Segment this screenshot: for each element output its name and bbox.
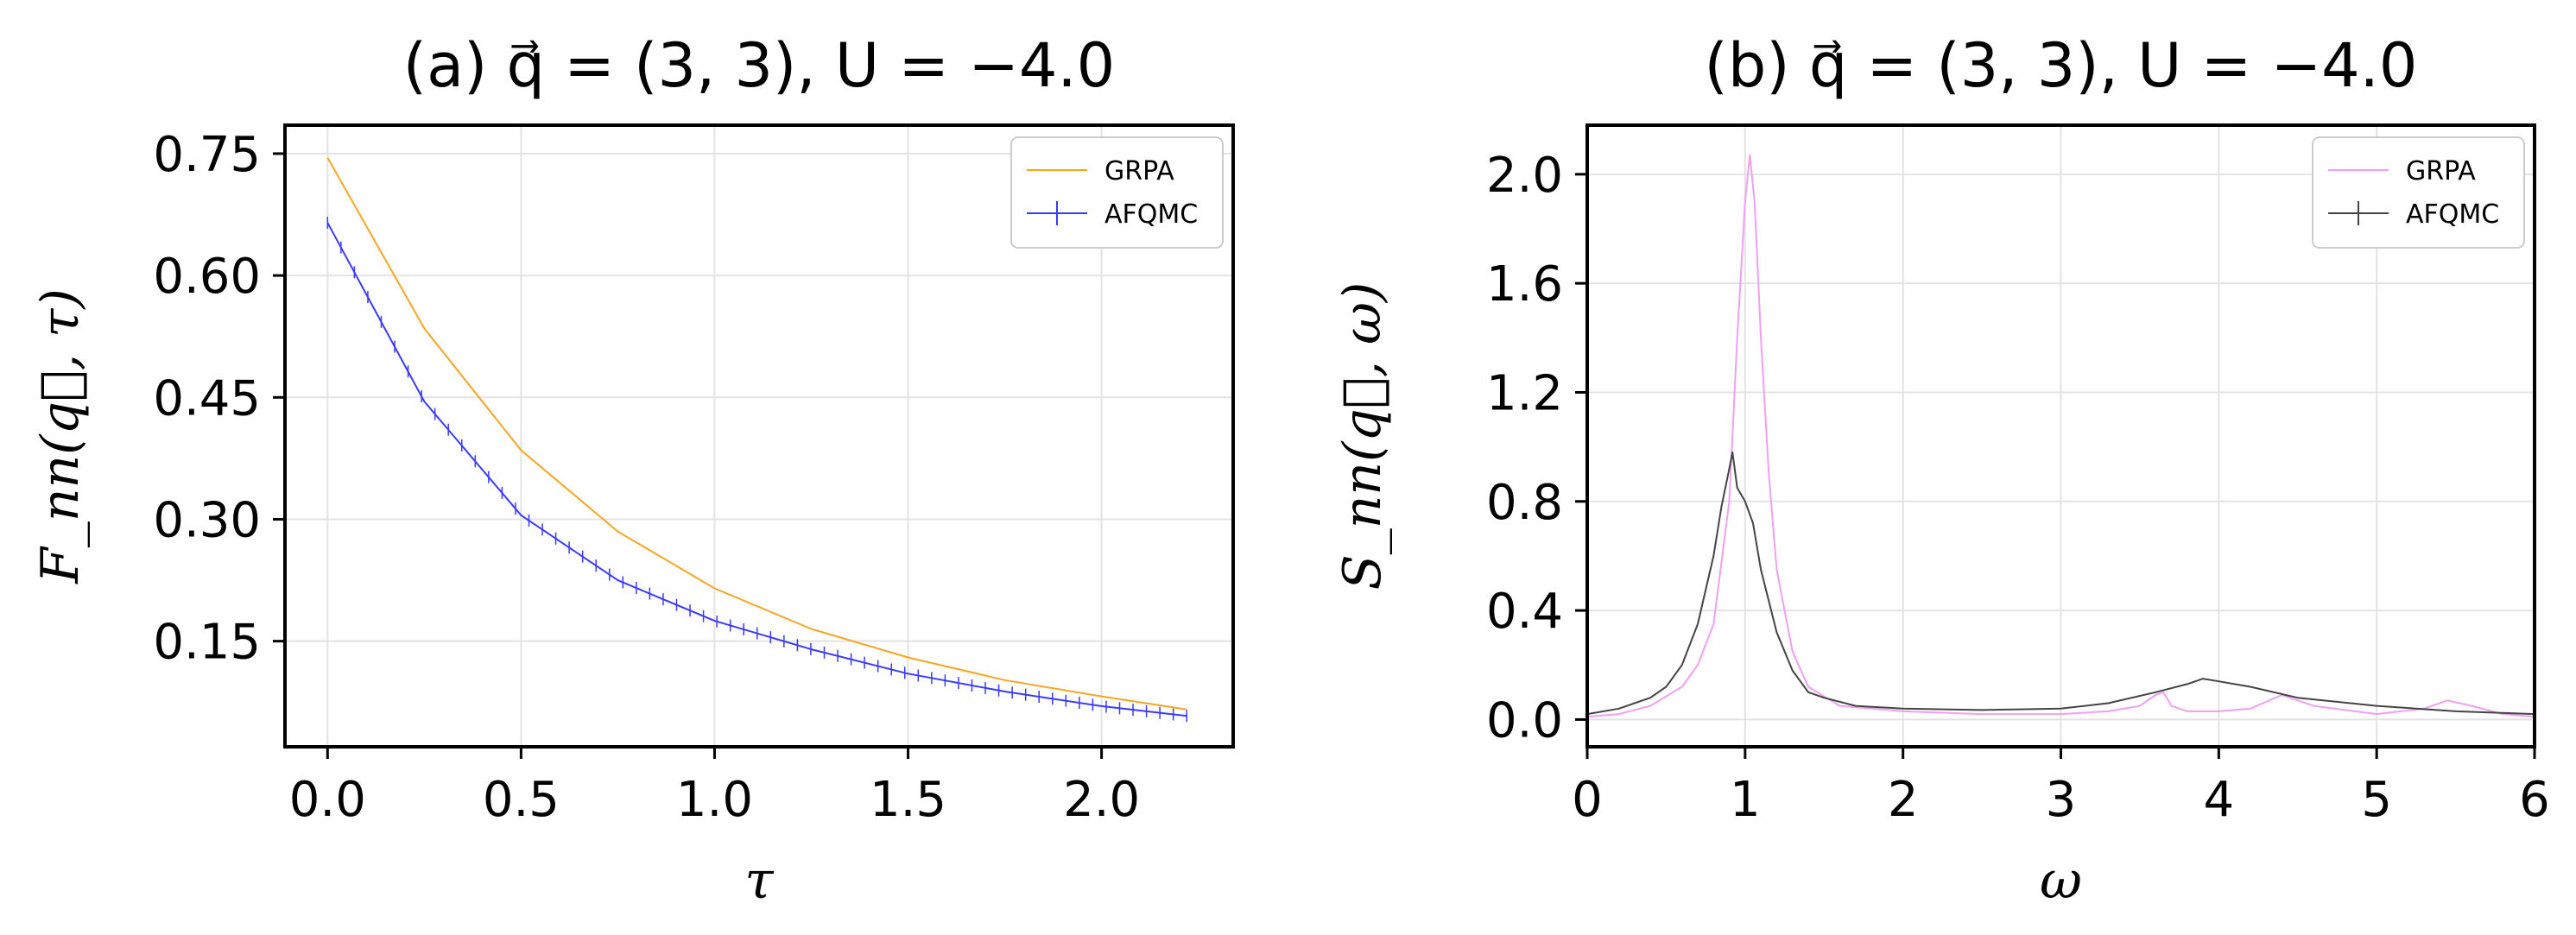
x-tick-label: 1.0	[676, 772, 753, 828]
legend-label: GRPA	[2406, 156, 2476, 186]
legend-box	[2312, 136, 2525, 249]
x-tick-label: 1	[1730, 772, 1761, 828]
y-tick-label: 0.45	[153, 370, 261, 426]
series-line-afqmc	[326, 222, 1187, 717]
panel-b: 0 1 2 3 4 5 6 0.0 0.4 0.8 1.2 1.6 2.0 (b) q⃗ = (3, 3)…	[1332, 30, 2550, 911]
x-tick-label: 2	[1888, 772, 1919, 828]
axes-frame	[283, 123, 1235, 749]
y-tick-label: 0.30	[153, 492, 261, 548]
y-tick-label: 2.0	[1486, 148, 1563, 204]
chart-title: (b) q⃗ = (3, 3), U = −4.0	[1705, 30, 2418, 101]
y-axis-label: F_nn(q⃗, τ)	[30, 288, 91, 584]
y-tick-label: 0.0	[1486, 692, 1563, 749]
y-tick-label: 1.6	[1486, 256, 1563, 313]
legend-box	[1010, 136, 1224, 249]
legend-label: AFQMC	[2406, 199, 2499, 230]
x-tick-label: 3	[2046, 772, 2077, 828]
legend-label: AFQMC	[1104, 199, 1198, 230]
chart-title: (a) q⃗ = (3, 3), U = −4.0	[403, 30, 1115, 101]
x-axis-label: ω	[2040, 850, 2082, 911]
series-line-afqmc	[1586, 451, 2535, 716]
series-line-grpa	[1586, 154, 2535, 718]
y-tick-label: 0.15	[153, 615, 261, 671]
x-tick-label: 0.0	[289, 772, 366, 828]
y-tick-label: 0.60	[153, 249, 261, 305]
x-tick-label: 6	[2519, 772, 2550, 828]
y-tick-label: 0.75	[153, 127, 261, 183]
x-tick-label: 4	[2204, 772, 2235, 828]
y-tick-label: 0.8	[1486, 475, 1563, 531]
y-axis-label: S_nn(q⃗, ω)	[1332, 282, 1393, 591]
x-tick-label: 0.5	[483, 772, 560, 828]
y-tick-label: 1.2	[1486, 365, 1563, 421]
x-tick-label: 0	[1572, 772, 1603, 828]
x-tick-label: 1.5	[870, 772, 946, 828]
series-line-grpa	[326, 157, 1187, 711]
panel-a: 0.0 0.5 1.0 1.5 2.0 0.15 0.30 0.45 0.60 0.75 (a) q…	[30, 30, 1235, 911]
x-axis-label: τ	[744, 850, 774, 911]
x-tick-label: 5	[2361, 772, 2392, 828]
legend-label: GRPA	[1104, 156, 1174, 186]
x-tick-label: 2.0	[1063, 772, 1140, 828]
y-tick-label: 0.4	[1486, 584, 1563, 640]
